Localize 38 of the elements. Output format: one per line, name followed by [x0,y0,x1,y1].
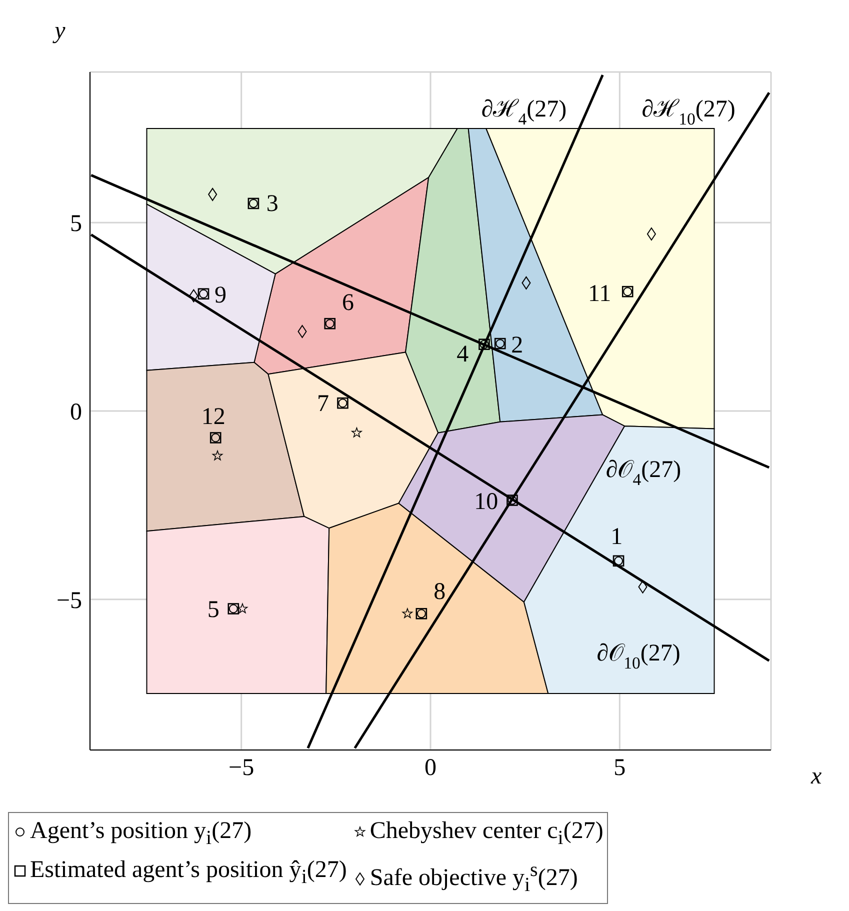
y-tick-label: 5 [70,211,82,238]
x-tick-label: −5 [228,755,254,782]
annotation: ∂𝒪$_{10}$(27) [596,640,680,673]
y-axis-title: y [52,18,66,44]
annotation: 3 [266,191,278,218]
annotation: 9 [214,282,227,309]
point [638,580,648,594]
point [212,450,223,460]
annotation: 2 [511,332,524,358]
y-tick-label: −5 [56,588,82,614]
annotation: 6 [342,290,354,316]
legend-label: Estimated agent’s position ŷ$_{i}$(27) [30,856,347,888]
point [298,325,307,338]
annotation: ∂𝒪$_{4}$(27) [606,456,682,489]
annotation: 8 [434,578,446,605]
x-tick-label: 0 [424,755,436,782]
legend-label: Chebyshev center c$_{i}$(27) [370,818,604,849]
annotation: 1 [610,524,623,550]
x-tick-label: 5 [614,755,626,782]
point [522,276,531,290]
x-axis-title: x [810,764,822,790]
annotation: 7 [317,391,330,418]
y-tick-label: 0 [70,400,82,426]
point [352,427,362,438]
annotation: 5 [207,596,220,623]
legend-label: Agent’s position y$_{i}$(27) [30,818,252,849]
annotation: 10 [474,488,498,515]
annotation: 4 [456,342,469,368]
point [402,608,413,618]
point [237,603,248,614]
annotation: ∂ℋ$_{10}$(27) [642,96,736,129]
point [646,227,656,240]
annotation: 11 [588,280,612,307]
point [208,188,218,201]
legend-label: Safe objective y$_{i}$$^{s}$(27) [370,858,578,896]
point [189,289,198,302]
annotation: ∂ℋ$_{4}$(27) [481,96,567,129]
annotation: 12 [201,404,226,430]
